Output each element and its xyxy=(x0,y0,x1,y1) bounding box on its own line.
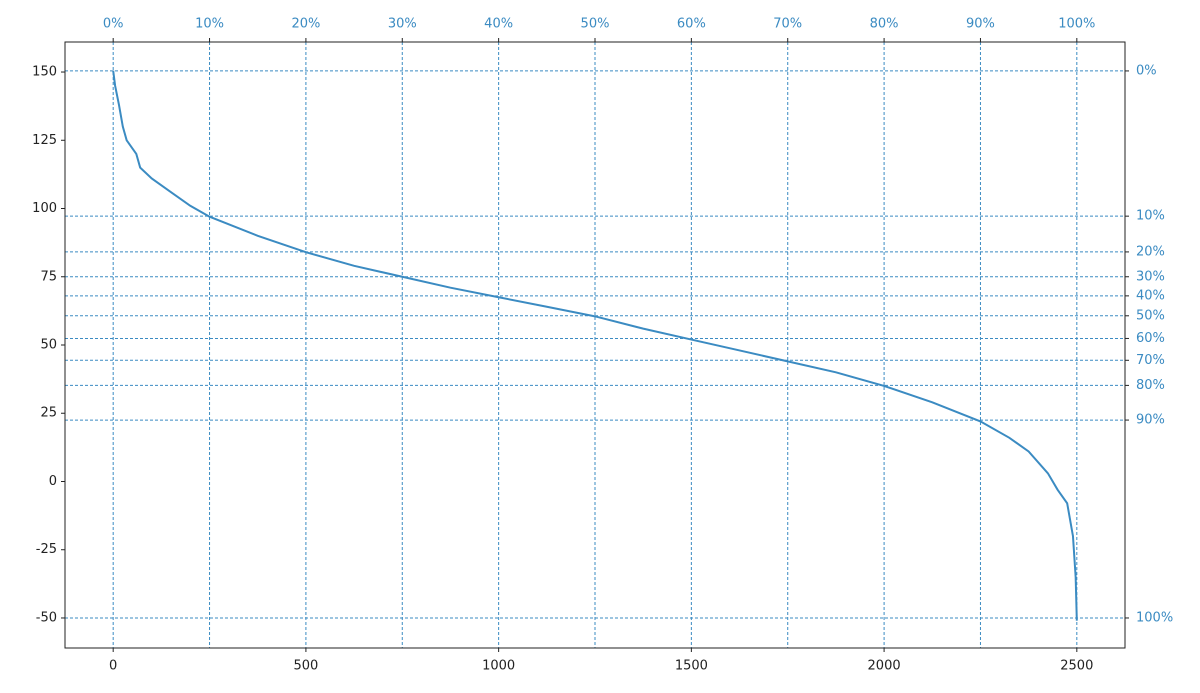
right-tick-label: 20% xyxy=(1136,244,1165,259)
top-tick-label: 30% xyxy=(388,17,417,32)
right-tick-label: 0% xyxy=(1136,63,1157,78)
x-tick-label: 2500 xyxy=(1060,659,1093,674)
y-tick-label: 25 xyxy=(40,406,57,421)
plot-frame xyxy=(64,41,1126,649)
top-tick-label: 0% xyxy=(103,17,124,32)
top-tick-label: 20% xyxy=(291,17,320,32)
y-tick-label: 0 xyxy=(49,474,57,489)
right-tick-label: 100% xyxy=(1136,610,1173,625)
top-tick-label: 90% xyxy=(966,17,995,32)
x-tick-label: 0 xyxy=(109,659,117,674)
y-tick-label: 125 xyxy=(32,133,57,148)
top-tick-label: 40% xyxy=(484,17,513,32)
right-tick-label: 30% xyxy=(1136,269,1165,284)
right-tick-label: 80% xyxy=(1136,378,1165,393)
y-tick-label: -50 xyxy=(36,610,57,625)
y-tick-label: 75 xyxy=(40,269,57,284)
top-tick-label: 60% xyxy=(677,17,706,32)
x-tick-label: 1500 xyxy=(675,659,708,674)
top-tick-label: 70% xyxy=(773,17,802,32)
right-tick-label: 90% xyxy=(1136,413,1165,428)
top-tick-label: 80% xyxy=(870,17,899,32)
y-tick-label: 150 xyxy=(32,65,57,80)
data-line xyxy=(112,70,1078,621)
right-tick-label: 10% xyxy=(1136,209,1165,224)
top-tick-label: 100% xyxy=(1058,17,1095,32)
right-tick-label: 40% xyxy=(1136,288,1165,303)
y-tick-label: 50 xyxy=(40,338,57,353)
right-tick-label: 60% xyxy=(1136,331,1165,346)
x-tick-label: 1000 xyxy=(482,659,515,674)
right-tick-label: 70% xyxy=(1136,353,1165,368)
right-tick-label: 50% xyxy=(1136,308,1165,323)
top-tick-label: 50% xyxy=(581,17,610,32)
x-tick-label: 500 xyxy=(293,659,318,674)
x-tick-label: 2000 xyxy=(868,659,901,674)
top-tick-label: 10% xyxy=(195,17,224,32)
y-tick-label: -25 xyxy=(36,542,57,557)
y-tick-label: 100 xyxy=(32,201,57,216)
